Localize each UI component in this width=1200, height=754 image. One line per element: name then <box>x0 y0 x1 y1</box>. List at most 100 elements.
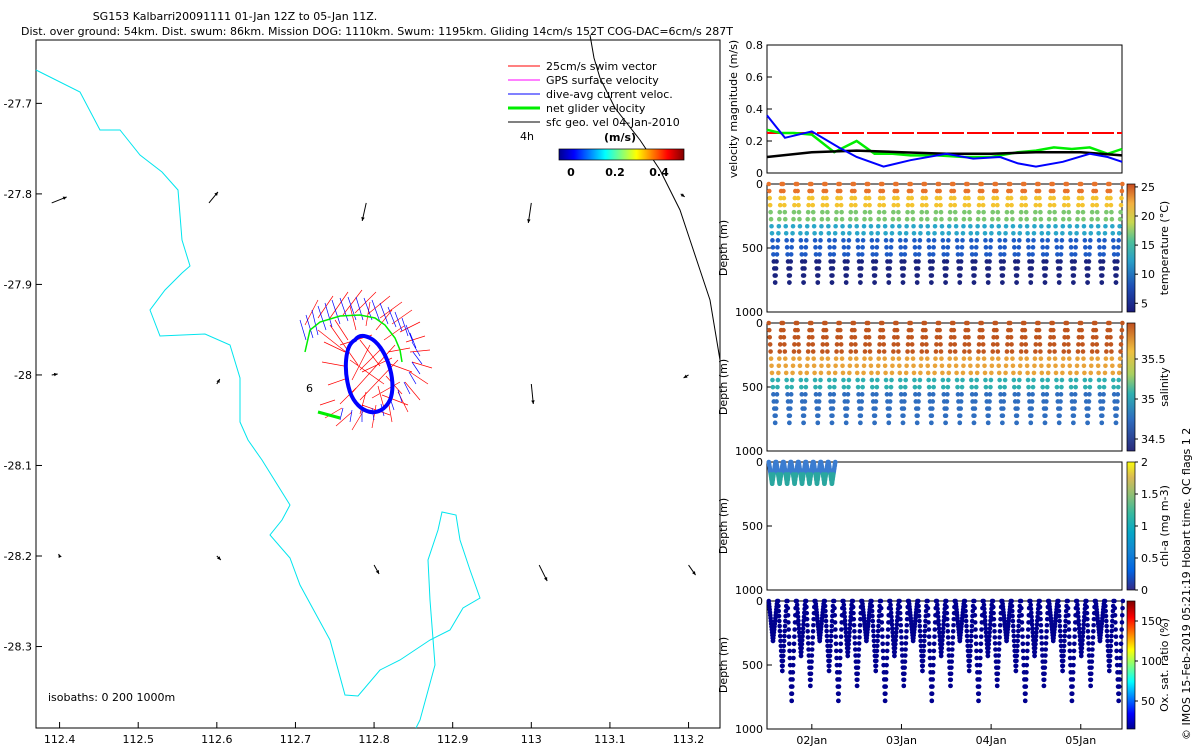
profile-point <box>865 181 871 187</box>
depth-y-tick-label: 1000 <box>735 306 763 319</box>
profile-point <box>1032 356 1038 361</box>
profile-point <box>1031 238 1036 243</box>
profile-point <box>937 188 942 194</box>
profile-point <box>994 195 1000 201</box>
profile-point <box>929 420 934 426</box>
profile-point <box>884 392 890 397</box>
profile-point <box>1029 259 1035 264</box>
profile-point <box>948 195 954 201</box>
profile-point <box>955 252 961 257</box>
profile-point <box>1016 245 1022 250</box>
profile-point <box>1097 252 1103 257</box>
profile-point <box>976 698 981 704</box>
profile-point <box>829 628 834 634</box>
profile-point <box>1079 188 1084 194</box>
profile-point <box>908 320 914 326</box>
profile-point <box>875 633 881 639</box>
profile-point <box>837 320 843 326</box>
profile-point <box>1101 245 1107 250</box>
velocity-y-tick-label: 0.6 <box>746 71 764 84</box>
profile-point <box>1065 327 1070 333</box>
profile-point <box>955 392 961 397</box>
depth-y-tick-label: 0 <box>756 595 763 608</box>
profile-point <box>847 356 853 361</box>
profile-point <box>826 377 832 383</box>
profile-point <box>795 610 801 616</box>
profile-point <box>1039 641 1045 646</box>
profile-point <box>897 363 902 369</box>
profile-point <box>1054 238 1059 243</box>
profile-point <box>849 334 854 340</box>
profile-point <box>876 209 882 215</box>
profile-point <box>820 334 826 340</box>
profile-point <box>1089 659 1095 664</box>
profile-point <box>882 698 888 704</box>
profile-point <box>827 658 832 664</box>
profile-point <box>990 202 996 208</box>
profile-point <box>946 223 952 229</box>
profile-point <box>784 238 789 243</box>
profile-point <box>1103 608 1109 614</box>
profile-point <box>776 613 782 619</box>
legend-swim: 25cm/s swim vector <box>546 60 657 73</box>
profile-point <box>785 612 791 618</box>
profile-point <box>828 633 834 639</box>
profile-point <box>842 614 848 619</box>
profile-point <box>936 622 942 627</box>
profile-point <box>1107 181 1112 187</box>
profile-point <box>937 630 942 635</box>
profile-point <box>1117 356 1123 361</box>
profile-point <box>1033 641 1038 647</box>
profile-point <box>859 252 865 257</box>
profile-point <box>1089 653 1095 658</box>
profile-point <box>805 216 810 222</box>
profile-point <box>902 392 908 397</box>
profile-point <box>1011 370 1016 376</box>
profile-point <box>796 618 801 623</box>
profile-point <box>962 195 968 201</box>
profile-point <box>845 649 851 655</box>
profile-point <box>1071 413 1077 419</box>
profile-point <box>1057 266 1063 271</box>
profile-point <box>904 223 909 229</box>
profile-point <box>1012 384 1017 390</box>
profile-point <box>1028 606 1034 612</box>
profile-point <box>1085 413 1091 419</box>
profile-point <box>1103 603 1108 609</box>
profile-point <box>797 356 802 361</box>
profile-point <box>858 406 864 411</box>
profile-point <box>870 623 876 629</box>
profile-point <box>884 662 889 668</box>
profile-point <box>1054 384 1060 390</box>
depth-y-label: Depth (m) <box>717 220 730 276</box>
dac-loop <box>343 333 395 415</box>
profile-point <box>776 608 782 614</box>
profile-point <box>1011 633 1017 639</box>
profile-point <box>940 377 946 383</box>
profile-point <box>820 349 825 354</box>
profile-point <box>847 230 852 236</box>
profile-point <box>1023 349 1029 354</box>
profile-point <box>1085 635 1091 640</box>
profile-point <box>944 616 950 622</box>
profile-point <box>888 606 894 612</box>
depth-y-tick-label: 500 <box>742 520 763 533</box>
profile-point <box>890 630 895 635</box>
profile-point <box>860 384 865 390</box>
profile-point <box>1031 370 1037 376</box>
profile-point <box>1032 649 1038 655</box>
profile-point <box>917 384 922 390</box>
profile-point <box>966 334 971 340</box>
profile-point <box>811 356 816 361</box>
profile-point <box>868 216 873 222</box>
profile-point <box>890 356 896 361</box>
profile-point <box>1109 356 1115 361</box>
profile-point <box>1004 349 1010 354</box>
profile-point <box>1046 363 1051 369</box>
profile-point <box>843 420 849 426</box>
profile-point <box>858 273 864 278</box>
profile-point <box>1119 612 1125 618</box>
profile-point <box>861 223 867 229</box>
profile-point <box>891 209 896 215</box>
profile-point <box>855 665 861 670</box>
